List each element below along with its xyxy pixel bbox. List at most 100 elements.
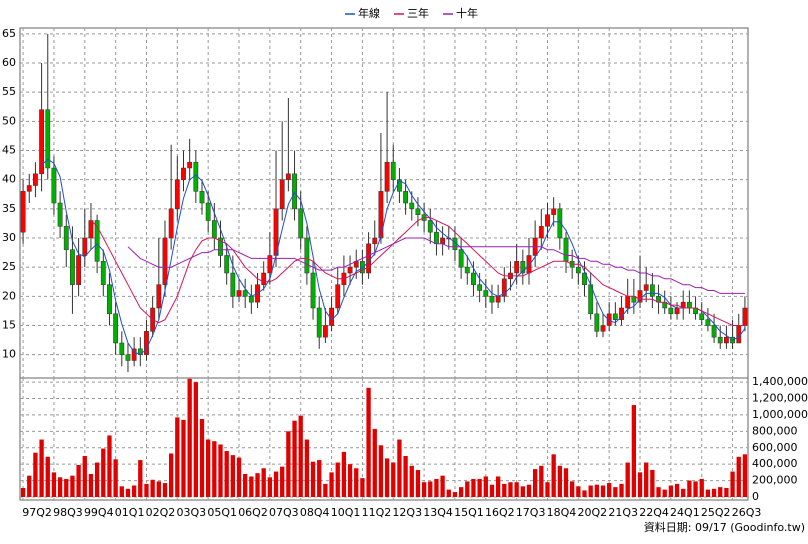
volume-bar [354,468,359,497]
candle-body [686,301,692,309]
volume-bar [434,478,439,497]
candle-body [514,261,520,274]
volume-bar [650,469,655,497]
volume-bar [230,455,236,497]
volume-bar [489,484,495,497]
candle-body [464,266,470,274]
volume-bar [736,456,741,497]
volume-bar [323,483,328,497]
volume-bar [347,464,353,497]
candle-body [310,272,316,309]
candle-body [94,220,100,262]
candle-body [415,208,421,215]
volume-bar [446,489,451,497]
volume-bar [261,468,266,497]
y2-tick-label: 600,000 [752,441,798,454]
volume-bar [131,485,137,497]
candle-body [316,307,322,338]
volume-bar [718,487,723,497]
candle-body [582,272,587,285]
volume-bar [502,483,507,497]
volume-bar [119,486,124,497]
y-tick-label: 60 [2,56,16,69]
volume-bar [292,420,297,497]
volume-bar [391,462,396,497]
candle-body [218,237,223,256]
candle-body [390,161,396,180]
volume-bar [249,476,254,497]
volume-bar [514,482,519,497]
volume-bar [495,476,501,497]
y-tick-label: 45 [2,144,16,157]
candle-body [612,313,618,320]
y2-tick-label: 400,000 [752,457,798,470]
volume-bar [199,419,205,497]
volume-bar [613,487,618,497]
candle-body [100,261,106,285]
x-tick-label: 05Q1 [207,506,237,519]
volume-bar [384,458,390,497]
volume-bar [175,417,180,497]
candle-body [248,296,254,303]
candle-body [637,290,643,303]
candle-body [458,249,464,268]
volume-bar [64,478,69,497]
candle-body [107,284,112,315]
volume-bar [557,465,562,497]
volume-bar [218,444,223,497]
candle-body [298,208,304,239]
candle-body [57,202,63,227]
volume-bar [662,489,667,497]
candle-body [242,290,248,297]
x-tick-label: 11Q2 [362,506,392,519]
volume-bar [409,465,414,497]
candle-body [723,336,729,344]
volume-bar [94,462,100,497]
volume-bar [674,483,680,497]
volume-bar [545,482,550,497]
volume-bar [397,439,402,497]
volume-bar [57,477,63,497]
volume-bar [619,483,624,497]
candle-body [563,237,569,262]
candle-body [557,208,563,239]
volume-bar [570,481,575,497]
candle-body [699,313,705,320]
volume-bar [360,478,365,497]
volume-bar [33,452,38,497]
volume-bar [637,472,643,497]
volume-bar [742,454,748,497]
y2-tick-label: 1,200,000 [752,392,808,405]
volume-bar [600,485,606,497]
candle-body [205,202,211,221]
candle-body [526,255,532,274]
volume-bar [372,428,377,497]
volume-bar [286,431,291,497]
x-tick-label: 98Q3 [53,506,83,519]
volume-bar [532,469,538,497]
candle-body [347,266,353,274]
volume-bar [88,474,94,497]
volume-bar [378,445,384,497]
candle-body [477,284,483,291]
volume-bar [341,451,347,497]
volume-bar [181,419,186,497]
volume-bar [304,439,310,497]
x-tick-label: 97Q2 [22,506,52,519]
volume-bar [625,462,630,497]
volume-bar [168,453,174,497]
volume-bar [156,481,161,497]
x-tick-label: 06Q2 [238,506,268,519]
candle-body [434,231,439,245]
candle-body [359,261,365,274]
x-tick-label: 02Q2 [146,506,176,519]
volume-bar [70,475,75,497]
volume-bar [107,435,112,497]
candle-body [45,109,51,169]
volume-bar [82,455,87,497]
volume-bar [187,378,192,497]
candle-body [600,325,606,332]
volume-bar [458,487,464,497]
candle-body [39,109,45,175]
